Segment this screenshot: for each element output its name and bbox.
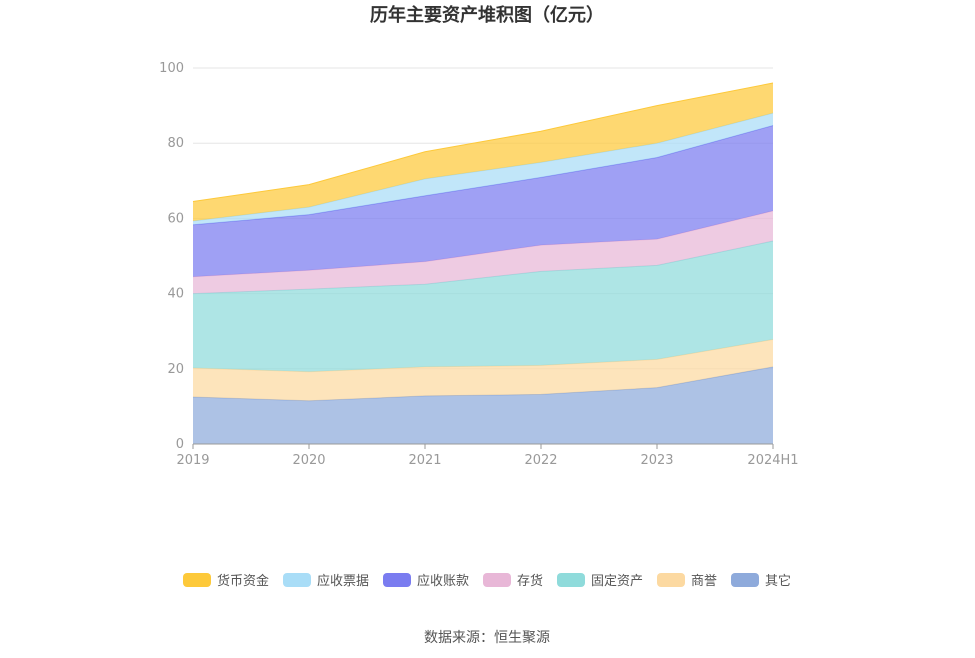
x-tick-label: 2024H1 [747, 453, 798, 468]
legend-swatch [483, 573, 511, 587]
legend-label: 存货 [517, 573, 543, 589]
y-tick-label: 80 [167, 136, 184, 151]
area-固定资产 [193, 241, 773, 372]
area-商誉 [193, 339, 773, 401]
legend-label: 应收票据 [317, 573, 369, 589]
legend-item[interactable]: 应收票据 [283, 573, 369, 589]
chart-title: 历年主要资产堆积图（亿元） [370, 4, 604, 26]
x-tick-label: 2020 [292, 453, 325, 468]
legend-item[interactable]: 其它 [731, 573, 791, 589]
axes: 0 20 40 60 80 100 2019 2020 2021 2022 2023 2024H1 [159, 61, 798, 468]
x-tick-label: 2022 [524, 453, 557, 468]
legend-item[interactable]: 应收账款 [383, 573, 469, 589]
x-tick-label: 2023 [640, 453, 673, 468]
legend-label: 应收账款 [417, 573, 469, 589]
area-其它 [193, 366, 773, 444]
x-tick-label: 2021 [408, 453, 441, 468]
y-tick-label: 40 [167, 287, 184, 302]
data-source: 数据来源：恒生聚源 [424, 630, 550, 646]
area-series [192, 82, 774, 444]
legend-swatch [383, 573, 411, 587]
legend-item[interactable]: 商誉 [657, 573, 717, 589]
y-tick-label: 0 [176, 437, 184, 452]
area-应收账款 [193, 125, 773, 277]
y-tick-label: 100 [159, 61, 184, 76]
legend-label: 其它 [765, 573, 791, 589]
legend-swatch [657, 573, 685, 587]
legend-item[interactable]: 存货 [483, 573, 543, 589]
area-货币资金 [193, 83, 773, 221]
legend: 货币资金 应收票据 应收账款 存货 固定资产 商誉 其它 [183, 573, 791, 589]
area-存货 [193, 210, 773, 294]
legend-swatch [283, 573, 311, 587]
y-tick-label: 20 [167, 362, 184, 377]
area-edge-货币资金 [192, 82, 774, 202]
legend-label: 货币资金 [217, 573, 269, 589]
legend-swatch [183, 573, 211, 587]
legend-item[interactable]: 固定资产 [557, 573, 643, 589]
legend-label: 固定资产 [591, 574, 643, 589]
legend-item[interactable]: 货币资金 [183, 573, 269, 589]
x-tick-label: 2019 [176, 453, 209, 468]
legend-swatch [557, 573, 585, 587]
legend-label: 商誉 [691, 574, 717, 589]
y-tick-label: 60 [167, 211, 184, 226]
legend-swatch [731, 573, 759, 587]
